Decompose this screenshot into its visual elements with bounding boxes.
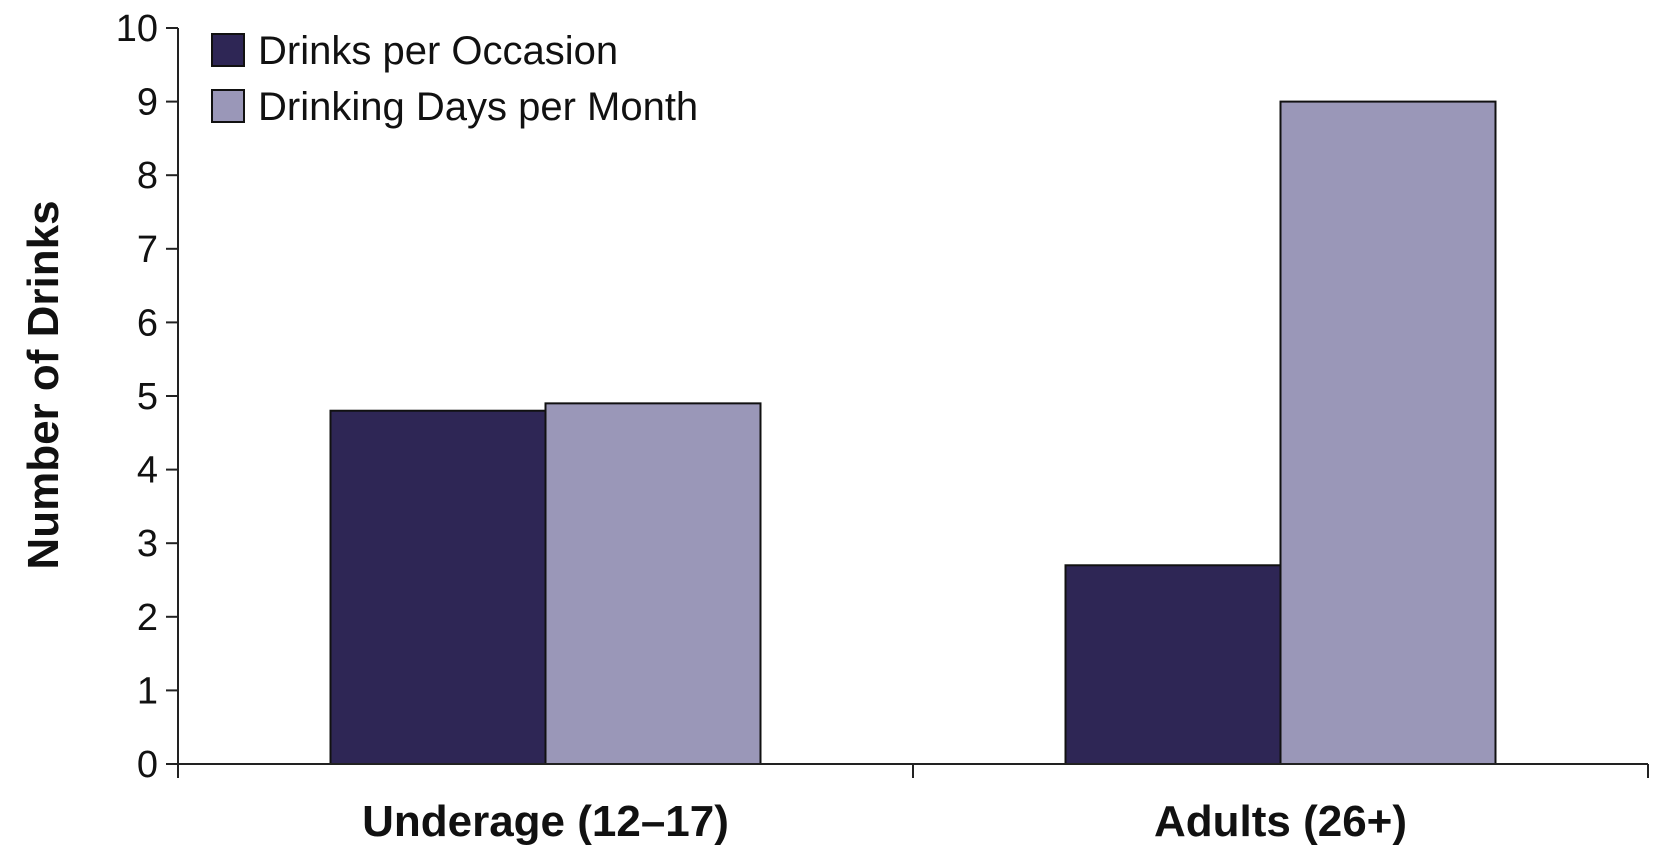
x-axis-categories: Underage (12–17) Adults (26+) — [362, 797, 1407, 846]
y-axis-label: Number of Drinks — [19, 200, 68, 569]
y-tick-label: 0 — [137, 744, 158, 786]
y-tick-label: 1 — [137, 670, 158, 712]
axes — [177, 28, 1649, 778]
bar — [329, 409, 547, 765]
bar — [1279, 100, 1497, 766]
y-tick-label: 9 — [137, 82, 158, 124]
x-category-label: Underage (12–17) — [362, 797, 729, 846]
legend-label: Drinks per Occasion — [258, 29, 618, 73]
x-category-label: Adults (26+) — [1154, 797, 1407, 846]
y-axis-ticks: 0 1 2 3 4 5 6 7 8 9 10 — [116, 8, 178, 786]
legend-swatch — [211, 89, 245, 123]
y-tick-label: 7 — [137, 229, 158, 271]
legend-swatch — [211, 33, 245, 67]
y-tick-label: 10 — [116, 8, 158, 50]
y-tick-label: 2 — [137, 597, 158, 639]
bar — [1064, 564, 1282, 766]
y-tick-label: 5 — [137, 376, 158, 418]
y-tick-label: 8 — [137, 155, 158, 197]
y-tick-label: 6 — [137, 302, 158, 344]
y-tick-label: 4 — [137, 450, 158, 492]
legend: Drinks per Occasion Drinking Days per Mon… — [211, 29, 698, 129]
y-axis-label-group: Number of Drinks — [19, 200, 68, 569]
bars — [329, 100, 1497, 766]
bar — [544, 402, 762, 765]
legend-label: Drinking Days per Month — [258, 85, 698, 129]
y-tick-label: 3 — [137, 523, 158, 565]
